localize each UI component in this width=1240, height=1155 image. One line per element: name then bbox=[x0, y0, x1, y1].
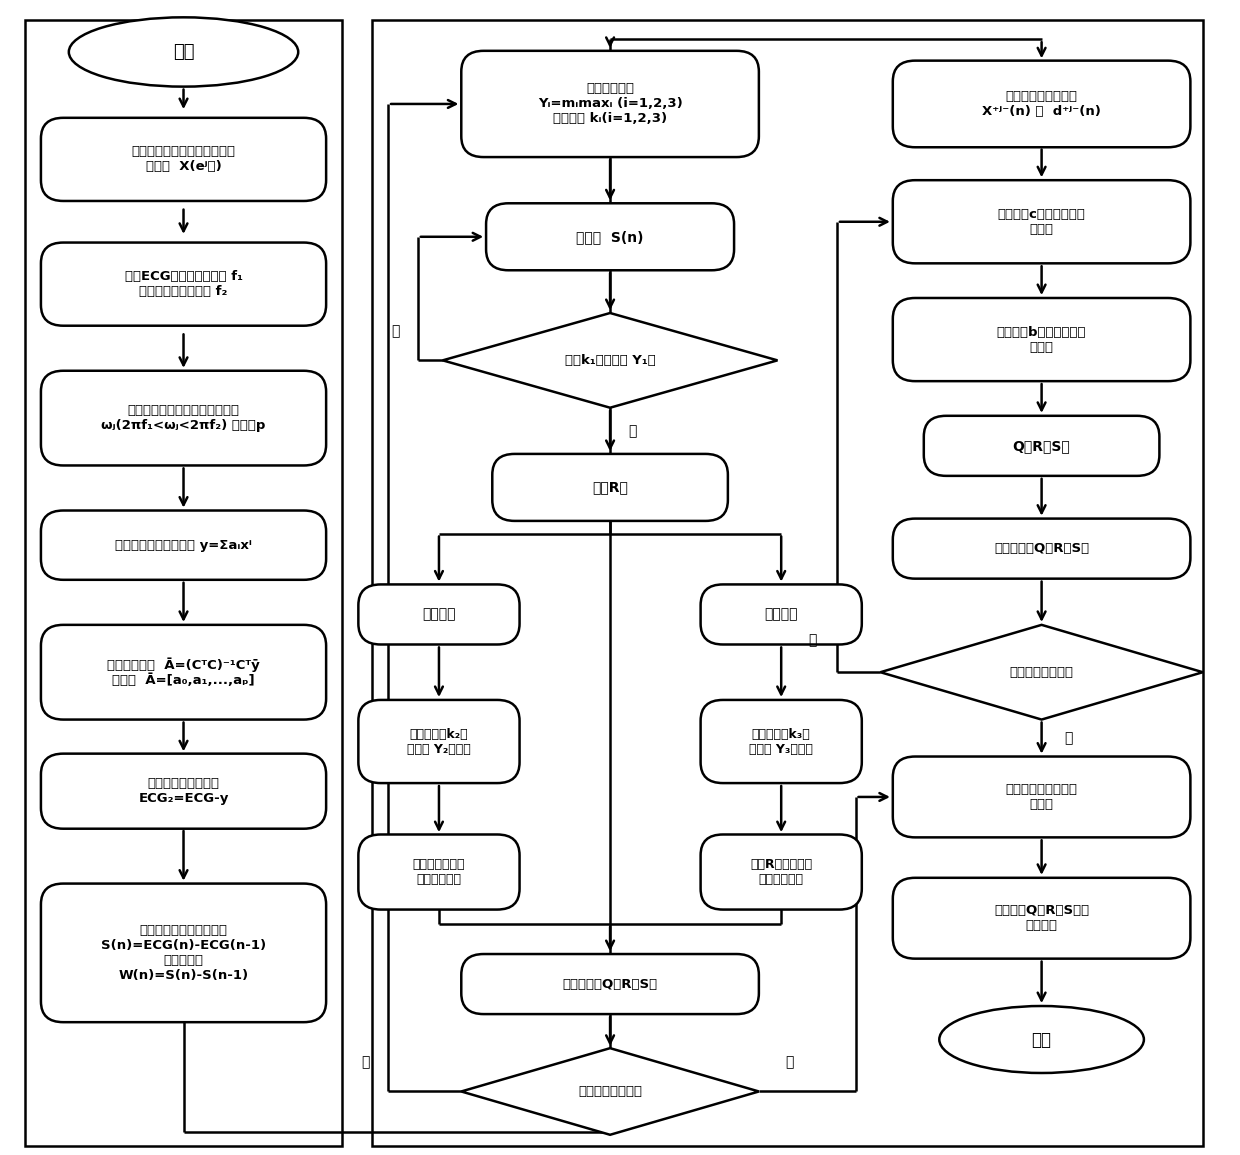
Text: 专家标注的Q、R、S波: 专家标注的Q、R、S波 bbox=[563, 977, 657, 991]
FancyBboxPatch shape bbox=[41, 884, 326, 1022]
FancyBboxPatch shape bbox=[893, 757, 1190, 837]
Text: 否: 否 bbox=[392, 325, 399, 338]
Text: Q、R、S波: Q、R、S波 bbox=[1013, 439, 1070, 453]
FancyBboxPatch shape bbox=[358, 834, 520, 910]
Text: 比较两种检测方法的
准确度: 比较两种检测方法的 准确度 bbox=[1006, 783, 1078, 811]
Text: 设定阈値门限
Yᵢ=mᵢmaxᵢ (i=1,2,3)
迭代次数 kᵢ(i=1,2,3): 设定阈値门限 Yᵢ=mᵢmaxᵢ (i=1,2,3) 迭代次数 kᵢ(i=1,2… bbox=[538, 82, 682, 126]
Bar bbox=[372, 20, 1203, 1146]
Text: 否: 否 bbox=[362, 1056, 370, 1070]
FancyBboxPatch shape bbox=[701, 700, 862, 783]
FancyBboxPatch shape bbox=[41, 754, 326, 829]
Text: 离散傅里叶变换，得到原信号
的频谱  X(eʲᵜ): 离散傅里叶变换，得到原信号 的频谱 X(eʲᵜ) bbox=[131, 146, 236, 173]
Text: 双正交样条小波变换
X⁺ʲ⁻(n) 和  d⁺ʲ⁻(n): 双正交样条小波变换 X⁺ʲ⁻(n) 和 d⁺ʲ⁻(n) bbox=[982, 90, 1101, 118]
Text: 设定拟合曲线的表达式 y=Σaᵢxⁱ: 设定拟合曲线的表达式 y=Σaᵢxⁱ bbox=[115, 538, 252, 552]
Text: 向前搜索: 向前搜索 bbox=[422, 608, 456, 621]
Text: 开始: 开始 bbox=[172, 43, 195, 61]
FancyBboxPatch shape bbox=[893, 878, 1190, 959]
Text: 结束: 结束 bbox=[1032, 1030, 1052, 1049]
Ellipse shape bbox=[68, 17, 298, 87]
Text: 第一个连续k₂个
点小于 Y₂的点？: 第一个连续k₂个 点小于 Y₂的点？ bbox=[407, 728, 471, 755]
FancyBboxPatch shape bbox=[41, 625, 326, 720]
Text: 向后搜索: 向后搜索 bbox=[764, 608, 799, 621]
Text: 是: 是 bbox=[1065, 731, 1073, 745]
FancyBboxPatch shape bbox=[924, 416, 1159, 476]
Polygon shape bbox=[461, 1049, 759, 1134]
Text: 得到R波: 得到R波 bbox=[593, 480, 627, 494]
Text: 设定巴特沃斯滤波器的截止频率
ωⱼ(2πf₁<ωⱼ<2πf₂) 和阶数p: 设定巴特沃斯滤波器的截止频率 ωⱼ(2πf₁<ωⱼ<2πf₂) 和阶数p bbox=[102, 404, 265, 432]
FancyBboxPatch shape bbox=[41, 118, 326, 201]
Polygon shape bbox=[443, 313, 777, 408]
FancyBboxPatch shape bbox=[492, 454, 728, 521]
Text: 计算心电信号的一阶差分
S(n)=ECG(n)-ECG(n-1)
和二阶差分
W(n)=S(n)-S(n-1): 计算心电信号的一阶差分 S(n)=ECG(n)-ECG(n-1) 和二阶差分 W… bbox=[100, 924, 267, 982]
Text: 求取待定系数  Ā=(CᵀC)⁻¹Cᵀȳ
其中，  Ā=[a₀,a₁,...,aₚ]: 求取待定系数 Ā=(CᵀC)⁻¹Cᵀȳ 其中， Ā=[a₀,a₁,...,aₚ] bbox=[107, 657, 260, 687]
Text: 搜索R峰値和终点
间幅値极小値: 搜索R峰値和终点 间幅値极小値 bbox=[750, 858, 812, 886]
FancyBboxPatch shape bbox=[701, 584, 862, 644]
FancyBboxPatch shape bbox=[461, 51, 759, 157]
FancyBboxPatch shape bbox=[41, 243, 326, 326]
Ellipse shape bbox=[940, 1006, 1143, 1073]
FancyBboxPatch shape bbox=[893, 298, 1190, 381]
Polygon shape bbox=[880, 625, 1203, 720]
FancyBboxPatch shape bbox=[893, 519, 1190, 579]
Bar bbox=[25, 20, 342, 1146]
Text: 搜索峰値和起点
的幅値极小値: 搜索峰値和起点 的幅値极小値 bbox=[413, 858, 465, 886]
Text: 分别搜索b尺度下的幅値
极小値: 分别搜索b尺度下的幅値 极小値 bbox=[997, 326, 1086, 353]
FancyBboxPatch shape bbox=[41, 371, 326, 465]
Text: 下一个  S(n): 下一个 S(n) bbox=[577, 230, 644, 244]
Text: 是: 是 bbox=[786, 1056, 794, 1070]
FancyBboxPatch shape bbox=[41, 511, 326, 580]
Text: 连续k₁个点大于 Y₁？: 连续k₁个点大于 Y₁？ bbox=[564, 353, 656, 367]
Text: 专家标注的Q、R、S波: 专家标注的Q、R、S波 bbox=[994, 542, 1089, 556]
Text: 去基线漂移后的信号
ECG₂=ECG-y: 去基线漂移后的信号 ECG₂=ECG-y bbox=[139, 777, 228, 805]
FancyBboxPatch shape bbox=[358, 700, 520, 783]
Text: 准确度符合要求？: 准确度符合要求？ bbox=[578, 1085, 642, 1098]
Text: 是: 是 bbox=[629, 424, 636, 438]
FancyBboxPatch shape bbox=[893, 180, 1190, 263]
FancyBboxPatch shape bbox=[461, 954, 759, 1014]
FancyBboxPatch shape bbox=[893, 60, 1190, 147]
FancyBboxPatch shape bbox=[701, 834, 862, 910]
Text: 准确度符合要求？: 准确度符合要求？ bbox=[1009, 665, 1074, 679]
Text: 记录ECG信号的最高频率 f₁
噪声信号的最低频率 f₂: 记录ECG信号的最高频率 f₁ 噪声信号的最低频率 f₂ bbox=[124, 270, 243, 298]
Text: 分别搜索c尺度下的幅値
极大値: 分别搜索c尺度下的幅値 极大値 bbox=[998, 208, 1085, 236]
Text: 分别选择Q、R、S波的
检测方法: 分别选择Q、R、S波的 检测方法 bbox=[994, 904, 1089, 932]
FancyBboxPatch shape bbox=[358, 584, 520, 644]
FancyBboxPatch shape bbox=[486, 203, 734, 270]
Text: 否: 否 bbox=[808, 633, 816, 647]
Text: 第一个连续k₃个
点小于 Y₃的点？: 第一个连续k₃个 点小于 Y₃的点？ bbox=[749, 728, 813, 755]
